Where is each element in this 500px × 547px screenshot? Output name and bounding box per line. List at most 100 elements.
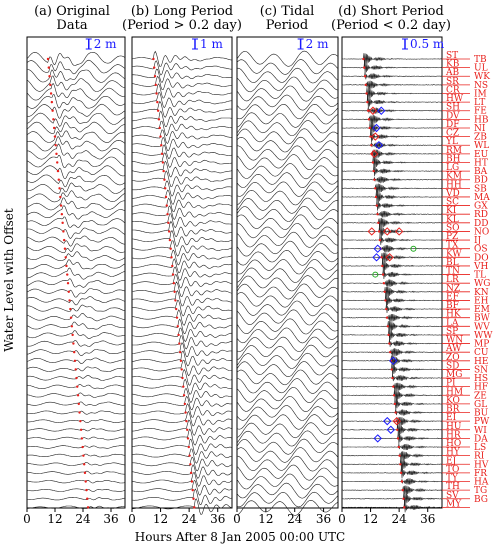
trace-KI	[26, 205, 126, 220]
trace-ST	[26, 51, 126, 66]
trace-KW	[131, 249, 233, 266]
station-label-left: SP	[446, 327, 458, 337]
station-label-left: SV	[446, 491, 459, 501]
trace-HY	[26, 453, 126, 458]
station-label-left: KL	[446, 215, 459, 225]
arrival-pick	[66, 281, 70, 285]
trace-BR	[236, 405, 339, 421]
plot-frame	[26, 36, 126, 509]
station-label-right: HT	[474, 158, 488, 168]
x-tick-label: 24	[182, 512, 198, 526]
panel-c-title-line2: Period	[266, 18, 308, 33]
trace-SC	[341, 199, 443, 211]
station-label-left: LR	[446, 275, 459, 285]
arrival-pick	[75, 376, 78, 380]
arrival-pick	[372, 169, 375, 173]
arrival-pick	[382, 281, 386, 285]
arrival-pick	[51, 109, 54, 112]
arrival-pick	[60, 213, 64, 216]
trace-HM	[236, 387, 339, 403]
station-label-left: TX	[446, 241, 459, 251]
trace-TN	[236, 267, 339, 283]
trace-YL	[236, 136, 339, 153]
trace-HW	[236, 94, 339, 111]
trace-EI	[131, 411, 233, 427]
trace-TH	[131, 479, 233, 496]
station-label-left: SO	[446, 223, 460, 233]
trace-SD	[236, 361, 339, 378]
arrival-pick	[56, 169, 60, 173]
trace-SH	[26, 103, 126, 119]
station-label-right: WI	[474, 426, 487, 436]
station-label-right: ZE	[474, 391, 487, 401]
arrival-pick	[157, 118, 161, 121]
station-label-right: WW	[474, 331, 493, 341]
arrival-pick	[83, 471, 87, 475]
arrival-pick	[154, 83, 157, 87]
trace-HH	[26, 182, 126, 194]
trace-PI	[26, 384, 126, 389]
trace-PZ	[341, 234, 443, 245]
arrival-pick	[184, 411, 187, 414]
station-label-left: NZ	[446, 284, 460, 294]
arrival-pick	[58, 187, 61, 190]
arrival-pick	[52, 118, 55, 121]
arrival-pick	[76, 394, 80, 397]
station-label-left: CR	[446, 85, 460, 95]
trace-TO	[236, 464, 339, 481]
trace-KB	[341, 61, 443, 74]
trace-AB	[27, 69, 126, 83]
station-label-right: CU	[474, 348, 489, 358]
station-label-right: KN	[474, 288, 489, 298]
trace-HH	[131, 180, 233, 197]
arrival-pick	[193, 506, 196, 509]
arrival-pick	[86, 506, 90, 509]
panel-d-title-line2: (Period < 0.2 day)	[331, 18, 451, 33]
x-tick-label: 0	[233, 512, 241, 526]
arrival-pick	[375, 204, 378, 207]
arrival-pick	[160, 144, 163, 147]
arrival-pick	[56, 161, 59, 164]
arrival-pick	[69, 307, 72, 311]
trace-HM	[131, 388, 233, 404]
station-label-left: HK	[446, 310, 461, 320]
station-label-right: EU	[474, 150, 489, 160]
station-label-left: TO	[446, 465, 459, 475]
trace-HO	[26, 445, 126, 449]
trace-MY	[236, 499, 339, 516]
station-label-left: VD	[445, 189, 460, 199]
station-label-right: DA	[474, 434, 488, 444]
plot-frame	[236, 36, 339, 509]
trace-SO	[132, 220, 233, 237]
station-label-left: KW	[446, 249, 462, 259]
arrival-pick	[155, 92, 158, 95]
trace-HY	[236, 447, 339, 463]
station-label-left: KM	[446, 172, 462, 182]
scale-label: 2 m	[94, 37, 117, 51]
arrival-pick	[52, 126, 56, 130]
trace-PI	[132, 378, 233, 395]
arrival-pick	[86, 497, 89, 500]
trace-SO	[341, 224, 443, 238]
trace-AW	[236, 344, 339, 361]
station-label-right: TG	[474, 486, 487, 496]
station-label-left: LG	[446, 163, 459, 173]
arrival-pick	[188, 454, 191, 457]
trace-PZ	[131, 230, 233, 247]
station-label-left: HM	[446, 387, 463, 397]
arrival-pick	[153, 66, 156, 69]
arrival-pick	[72, 342, 75, 345]
event-marker	[385, 253, 394, 262]
station-label-left: AW	[445, 344, 462, 354]
trace-EF	[236, 292, 339, 308]
trace-EI	[341, 417, 443, 426]
station-label-left: TN	[446, 267, 460, 277]
arrival-pick	[183, 402, 187, 406]
trace-LG	[131, 160, 233, 178]
trace-KW	[236, 249, 339, 266]
arrival-pick	[163, 178, 166, 181]
trace-SH	[236, 103, 339, 120]
trace-ST	[236, 50, 339, 67]
arrival-pick	[165, 204, 168, 207]
trace-VD	[341, 190, 443, 204]
